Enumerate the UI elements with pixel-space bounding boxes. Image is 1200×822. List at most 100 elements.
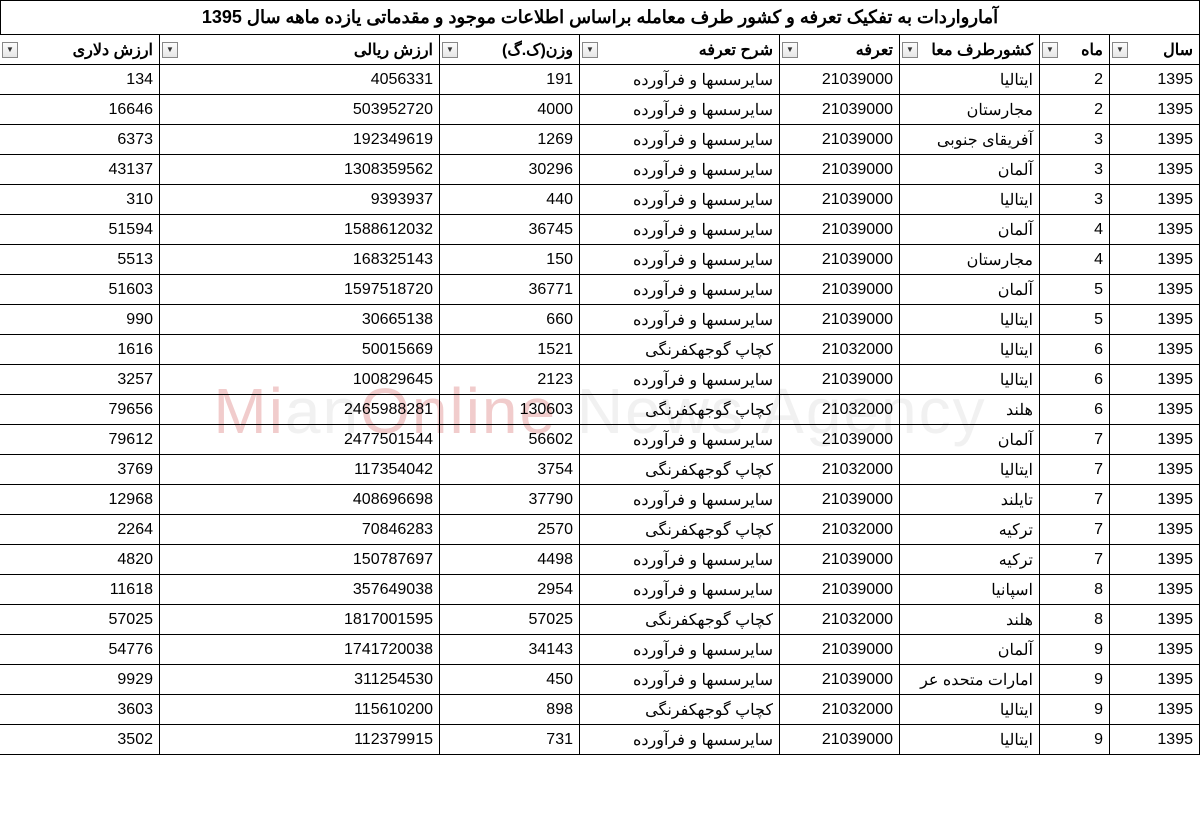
cell-year: 1395 [1110, 335, 1200, 365]
cell-dollar: 3257 [0, 365, 160, 395]
cell-year: 1395 [1110, 515, 1200, 545]
cell-desc: سایرسسها و فرآورده [580, 245, 780, 275]
cell-desc: سایرسسها و فرآورده [580, 635, 780, 665]
cell-month: 8 [1040, 575, 1110, 605]
cell-tariff: 21039000 [780, 155, 900, 185]
filter-dropdown-icon[interactable]: ▼ [582, 42, 598, 58]
cell-dollar: 51603 [0, 275, 160, 305]
cell-tariff: 21039000 [780, 245, 900, 275]
cell-dollar: 310 [0, 185, 160, 215]
table-row: 13958هلند21032000کچاپ گوجهکفرنگی57025181… [0, 605, 1200, 635]
cell-weight: 37790 [440, 485, 580, 515]
cell-year: 1395 [1110, 305, 1200, 335]
cell-dollar: 12968 [0, 485, 160, 515]
filter-dropdown-icon[interactable]: ▼ [162, 42, 178, 58]
column-header-weight: وزن(ک.گ)▼ [440, 35, 580, 65]
cell-desc: سایرسسها و فرآورده [580, 425, 780, 455]
filter-dropdown-icon[interactable]: ▼ [1042, 42, 1058, 58]
cell-rial: 1597518720 [160, 275, 440, 305]
cell-month: 3 [1040, 125, 1110, 155]
column-header-tariff: تعرفه▼ [780, 35, 900, 65]
cell-rial: 1308359562 [160, 155, 440, 185]
table-row: 13956ایتالیا21039000سایرسسها و فرآورده21… [0, 365, 1200, 395]
table-row: 13957آلمان21039000سایرسسها و فرآورده5660… [0, 425, 1200, 455]
cell-dollar: 79612 [0, 425, 160, 455]
cell-tariff: 21032000 [780, 605, 900, 635]
cell-year: 1395 [1110, 245, 1200, 275]
cell-month: 2 [1040, 95, 1110, 125]
cell-dollar: 11618 [0, 575, 160, 605]
cell-tariff: 21039000 [780, 215, 900, 245]
table-header-row: سال▼ماه▼کشورطرف معا▼تعرفه▼شرح تعرفه▼وزن(… [0, 35, 1200, 65]
cell-rial: 311254530 [160, 665, 440, 695]
cell-country: آلمان [900, 275, 1040, 305]
cell-tariff: 21032000 [780, 335, 900, 365]
cell-rial: 357649038 [160, 575, 440, 605]
cell-tariff: 21039000 [780, 725, 900, 755]
column-header-year: سال ▼ [1110, 35, 1200, 65]
cell-rial: 100829645 [160, 365, 440, 395]
cell-weight: 450 [440, 665, 580, 695]
filter-dropdown-icon[interactable]: ▼ [902, 42, 918, 58]
table-row: 13957ایتالیا21032000کچاپ گوجهکفرنگی37541… [0, 455, 1200, 485]
cell-dollar: 1616 [0, 335, 160, 365]
table-row: 13956ایتالیا21032000کچاپ گوجهکفرنگی15215… [0, 335, 1200, 365]
cell-tariff: 21039000 [780, 575, 900, 605]
table-row: 13959ایتالیا21039000سایرسسها و فرآورده73… [0, 725, 1200, 755]
cell-rial: 117354042 [160, 455, 440, 485]
page-title: آمارواردات به تفکیک تعرفه و کشور طرف معا… [0, 0, 1200, 34]
cell-dollar: 51594 [0, 215, 160, 245]
table-row: 13957ترکیه21032000کچاپ گوجهکفرنگی2570708… [0, 515, 1200, 545]
cell-dollar: 16646 [0, 95, 160, 125]
table-row: 13953آفریقای جنوبی21039000سایرسسها و فرآ… [0, 125, 1200, 155]
cell-month: 9 [1040, 695, 1110, 725]
filter-dropdown-icon[interactable]: ▼ [1112, 42, 1128, 58]
cell-tariff: 21039000 [780, 305, 900, 335]
table-row: 13954مجارستان21039000سایرسسها و فرآورده1… [0, 245, 1200, 275]
cell-weight: 36771 [440, 275, 580, 305]
filter-dropdown-icon[interactable]: ▼ [782, 42, 798, 58]
cell-dollar: 3603 [0, 695, 160, 725]
cell-month: 4 [1040, 245, 1110, 275]
cell-tariff: 21032000 [780, 515, 900, 545]
cell-year: 1395 [1110, 95, 1200, 125]
cell-tariff: 21039000 [780, 365, 900, 395]
cell-rial: 50015669 [160, 335, 440, 365]
table-row: 13959ایتالیا21032000کچاپ گوجهکفرنگی89811… [0, 695, 1200, 725]
cell-weight: 440 [440, 185, 580, 215]
cell-desc: کچاپ گوجهکفرنگی [580, 455, 780, 485]
cell-rial: 2477501544 [160, 425, 440, 455]
table-row: 13959امارات متحده عر21039000سایرسسها و ف… [0, 665, 1200, 695]
column-label: ماه [1081, 42, 1103, 59]
cell-year: 1395 [1110, 605, 1200, 635]
cell-country: ترکیه [900, 515, 1040, 545]
cell-dollar: 2264 [0, 515, 160, 545]
cell-desc: سایرسسها و فرآورده [580, 365, 780, 395]
column-label: سال [1163, 42, 1193, 59]
cell-weight: 2570 [440, 515, 580, 545]
cell-year: 1395 [1110, 125, 1200, 155]
cell-tariff: 21039000 [780, 95, 900, 125]
cell-month: 7 [1040, 485, 1110, 515]
cell-country: اسپانیا [900, 575, 1040, 605]
cell-country: ایتالیا [900, 455, 1040, 485]
cell-dollar: 57025 [0, 605, 160, 635]
cell-rial: 1741720038 [160, 635, 440, 665]
cell-weight: 4000 [440, 95, 580, 125]
column-header-month: ماه ▼ [1040, 35, 1110, 65]
cell-country: آلمان [900, 425, 1040, 455]
cell-rial: 192349619 [160, 125, 440, 155]
cell-country: آلمان [900, 635, 1040, 665]
cell-country: ایتالیا [900, 725, 1040, 755]
cell-tariff: 21039000 [780, 665, 900, 695]
cell-year: 1395 [1110, 635, 1200, 665]
filter-dropdown-icon[interactable]: ▼ [442, 42, 458, 58]
cell-country: آفریقای جنوبی [900, 125, 1040, 155]
filter-dropdown-icon[interactable]: ▼ [2, 42, 18, 58]
cell-country: ایتالیا [900, 185, 1040, 215]
cell-desc: سایرسسها و فرآورده [580, 545, 780, 575]
table-row: 13959آلمان21039000سایرسسها و فرآورده3414… [0, 635, 1200, 665]
cell-tariff: 21039000 [780, 185, 900, 215]
cell-weight: 191 [440, 65, 580, 95]
cell-desc: سایرسسها و فرآورده [580, 215, 780, 245]
